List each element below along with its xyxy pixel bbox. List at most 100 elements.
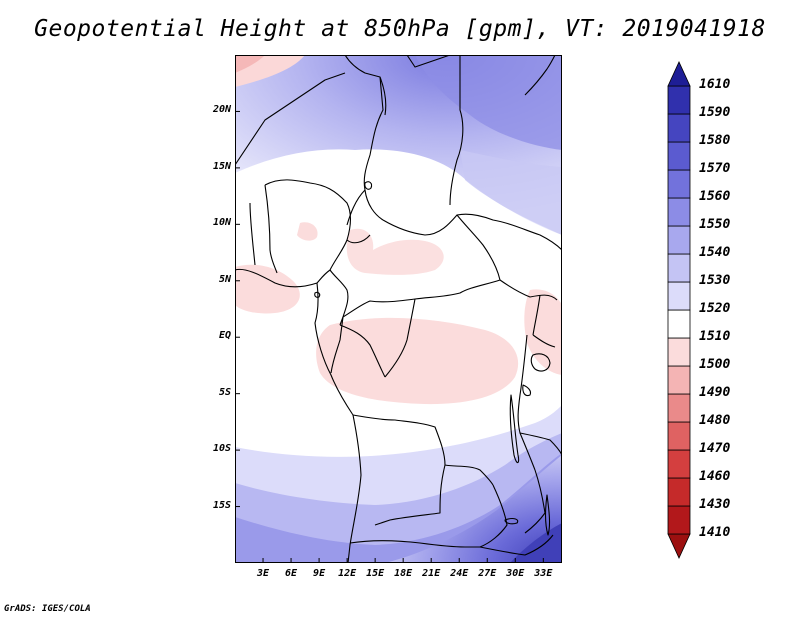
- lat-label: 15N: [212, 160, 231, 172]
- border-nigeria: [264, 179, 351, 284]
- lake-victoria: [530, 353, 551, 372]
- border-angola-drc: [352, 414, 494, 486]
- map-plot: [235, 55, 562, 563]
- lat-label: 5N: [218, 273, 231, 285]
- colorbar-label: 1560: [699, 189, 731, 204]
- lat-label: 10N: [212, 217, 231, 229]
- lat-label: 20N: [212, 104, 231, 116]
- lon-label: 21E: [422, 568, 441, 579]
- colorbar-label: 1470: [699, 441, 731, 456]
- lake-chad: [364, 181, 373, 190]
- colorbar-swatch: [667, 197, 691, 227]
- colorbar-swatch: [667, 365, 691, 395]
- colorbar-swatch: [667, 309, 691, 339]
- map-area: 20N 15N 10N 5N EQ 5S 10S 15S 3E 6E 9E 12E 15E 18E 21E…: [213, 55, 562, 579]
- colorbar-swatch: [667, 421, 691, 451]
- grads-credit: GrADS: IGES/COLA: [4, 604, 91, 614]
- bioko-island: [314, 291, 321, 298]
- map-title: Geopotential Height at 850hPa [gpm], VT:…: [34, 16, 766, 42]
- colorbar-bottom-triangle: [667, 533, 691, 559]
- border-drc-east: [517, 334, 536, 471]
- lat-label: 15S: [212, 499, 231, 511]
- colorbar-label: 1500: [699, 357, 731, 372]
- border-libya-egypt: [406, 55, 451, 68]
- border-congo-gabon: [330, 316, 386, 378]
- colorbar-swatch: [667, 337, 691, 367]
- lon-label: 30E: [506, 568, 525, 579]
- colorbar-swatch: [667, 253, 691, 283]
- colorbar-swatch: [667, 281, 691, 311]
- border-zambia: [465, 484, 508, 548]
- field-pink-east: [524, 289, 562, 375]
- border-zambia-malawi: [524, 469, 546, 534]
- colorbar-label: 1410: [699, 525, 731, 540]
- field-south-core: [385, 455, 562, 563]
- field-pink-center: [316, 317, 519, 405]
- colorbar-label: 1590: [699, 105, 731, 120]
- lake-tanganyika: [509, 394, 520, 464]
- border-angola-namibia: [349, 540, 466, 548]
- field-pink-west: [235, 264, 300, 314]
- lon-label: 9E: [313, 568, 326, 579]
- colorbar-label: 1610: [699, 77, 731, 92]
- lake-malawi: [545, 494, 551, 536]
- colorbar-swatch: [667, 505, 691, 535]
- border-cameroon: [329, 234, 371, 326]
- field-pink-nw-small: [297, 222, 318, 241]
- colorbar-label: 1430: [699, 497, 731, 512]
- lat-label: EQ: [218, 330, 231, 342]
- field-north-core: [415, 55, 562, 150]
- lon-label: 27E: [478, 568, 497, 579]
- border-chad-niger: [346, 189, 384, 226]
- border-benin-togo: [249, 184, 278, 274]
- border-angola-zambia: [374, 464, 446, 526]
- border-drc-north: [499, 279, 558, 301]
- colorbar-label: 1490: [699, 385, 731, 400]
- colorbar-swatch: [667, 449, 691, 479]
- colorbar-swatch: [667, 169, 691, 199]
- colorbar-swatch: [667, 393, 691, 423]
- colorbar-label: 1580: [699, 133, 731, 148]
- colorbar-label: 1550: [699, 217, 731, 232]
- lon-label: 3E: [256, 568, 270, 579]
- colorbar-label: 1520: [699, 301, 731, 316]
- border-chad-sudan: [379, 55, 464, 206]
- lat-label: 5S: [218, 386, 231, 398]
- lon-label: 24E: [450, 568, 469, 579]
- border-zimbabwe: [479, 534, 554, 556]
- field-east-band: [460, 150, 562, 235]
- map-frame: [235, 55, 562, 563]
- lake-kariba: [504, 518, 519, 525]
- colorbar: [667, 61, 691, 559]
- border-uganda-kenya: [532, 294, 556, 348]
- colorbar-label: 1540: [699, 245, 731, 260]
- colorbar-swatch: [667, 141, 691, 171]
- colorbar-swatch: [667, 113, 691, 143]
- border-mali-algeria: [235, 72, 346, 166]
- lon-label: 33E: [534, 568, 553, 579]
- colorbar-label: 1570: [699, 161, 731, 176]
- border-tanzania: [519, 432, 562, 456]
- field-nw-low2: [235, 55, 265, 73]
- lon-label: 15E: [366, 568, 385, 579]
- colorbar-label: 1480: [699, 413, 731, 428]
- border-congo-drc: [384, 298, 416, 378]
- border-libya-niger: [344, 55, 384, 191]
- colorbar-label: 1460: [699, 469, 731, 484]
- border-rwanda: [522, 384, 532, 397]
- border-sudan-south: [456, 213, 562, 251]
- lon-label: 6E: [285, 568, 298, 579]
- colorbar-label: 1510: [699, 329, 731, 344]
- coastline-west: [235, 268, 362, 563]
- red-sea-coast: [524, 55, 556, 96]
- lon-label: 12E: [338, 568, 357, 579]
- colorbar-label: 1530: [699, 273, 731, 288]
- lon-label: 18E: [394, 568, 413, 579]
- colorbar-swatch: [667, 225, 691, 255]
- colorbar-top-triangle: [667, 61, 691, 87]
- field-pink-upper: [346, 228, 444, 275]
- lat-label: 10S: [212, 443, 231, 455]
- borders: [235, 55, 562, 563]
- colorbar-swatch: [667, 85, 691, 115]
- colorbar-swatch: [667, 477, 691, 507]
